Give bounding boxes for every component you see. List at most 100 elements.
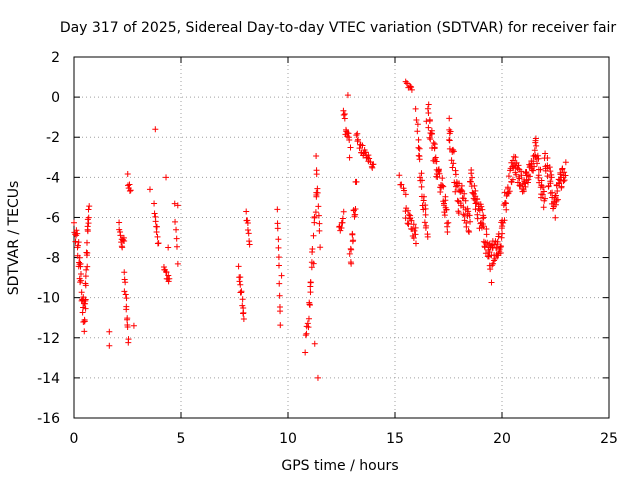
data-point [533,142,540,149]
x-tick-label: 10 [279,431,297,447]
data-point [312,209,319,216]
data-point [117,232,124,239]
data-point [82,282,89,289]
data-point [450,148,457,155]
data-point [414,128,421,135]
data-point [437,189,444,196]
data-point [550,205,557,212]
data-point [124,171,131,178]
data-point [443,206,450,213]
data-point [240,316,247,323]
data-point [544,154,551,161]
data-point [275,262,282,269]
data-point [540,204,547,211]
data-point [303,330,310,337]
data-point [315,212,322,219]
data-point [85,206,92,213]
data-point [338,224,345,231]
x-tick-label: 25 [600,431,618,447]
data-point [412,105,419,112]
data-point [456,180,463,187]
data-point [313,193,320,200]
data-point [152,218,159,225]
data-point [317,244,324,251]
data-point [173,235,180,242]
data-point [309,245,316,252]
data-point [505,173,512,180]
data-point [346,137,353,144]
data-point [418,183,425,190]
data-point [308,264,315,271]
data-point [472,187,479,194]
data-point [535,174,542,181]
data-point [414,121,421,128]
x-tick-labels: 0 5 10 15 20 25 [70,431,618,447]
data-point [488,279,495,286]
data-point [433,158,440,165]
chart-title: Day 317 of 2025, Sidereal Day-to-day VTE… [60,20,617,36]
data-point [426,134,433,141]
data-point [541,188,548,195]
data-point [310,260,317,267]
data-point [350,237,357,244]
data-point [440,183,447,190]
data-point [346,250,353,257]
y-tick-label: -4 [46,170,60,186]
data-point [106,342,113,349]
data-point [431,145,438,152]
data-point [539,191,546,198]
data-point [71,219,77,226]
data-point [152,126,159,133]
data-point [408,86,415,93]
data-point [353,178,360,185]
data-point [486,248,493,255]
x-axis-label: GPS time / hours [281,458,398,474]
data-point [359,142,366,149]
data-point [246,241,253,248]
data-point [479,206,486,213]
data-point [275,254,282,261]
data-point [76,254,83,261]
data-point [124,324,131,331]
data-point [472,200,479,207]
data-point [535,155,542,162]
data-point [428,127,435,134]
data-point [121,288,128,295]
data-point [361,146,368,153]
data-point [121,269,128,276]
data-point [86,203,93,210]
data-point [424,105,431,112]
data-point [412,231,419,238]
data-point [408,217,415,224]
x-tick-label: 15 [386,431,404,447]
x-tick-label: 5 [177,431,186,447]
data-point [314,374,321,381]
data-point [412,224,419,231]
y-tick-label: -12 [37,331,60,347]
data-point [449,164,456,171]
data-point [173,226,180,233]
data-point [455,210,462,217]
data-point [306,299,313,306]
data-point [315,203,322,210]
data-point [471,182,478,189]
data-point [465,208,472,215]
data-point [337,227,344,234]
data-point [530,167,537,174]
data-point [506,188,513,195]
data-point [278,272,285,279]
data-point [474,215,481,222]
data-point [366,155,373,162]
data-point [237,281,244,288]
data-point [398,181,405,188]
data-point [467,178,474,185]
data-point [404,207,411,214]
data-point [464,205,471,212]
data-point [348,246,355,253]
data-point [544,173,551,180]
data-point [430,140,437,147]
data-point [146,186,153,193]
data-point [452,171,459,178]
data-point [307,279,314,286]
data-point [512,154,519,161]
